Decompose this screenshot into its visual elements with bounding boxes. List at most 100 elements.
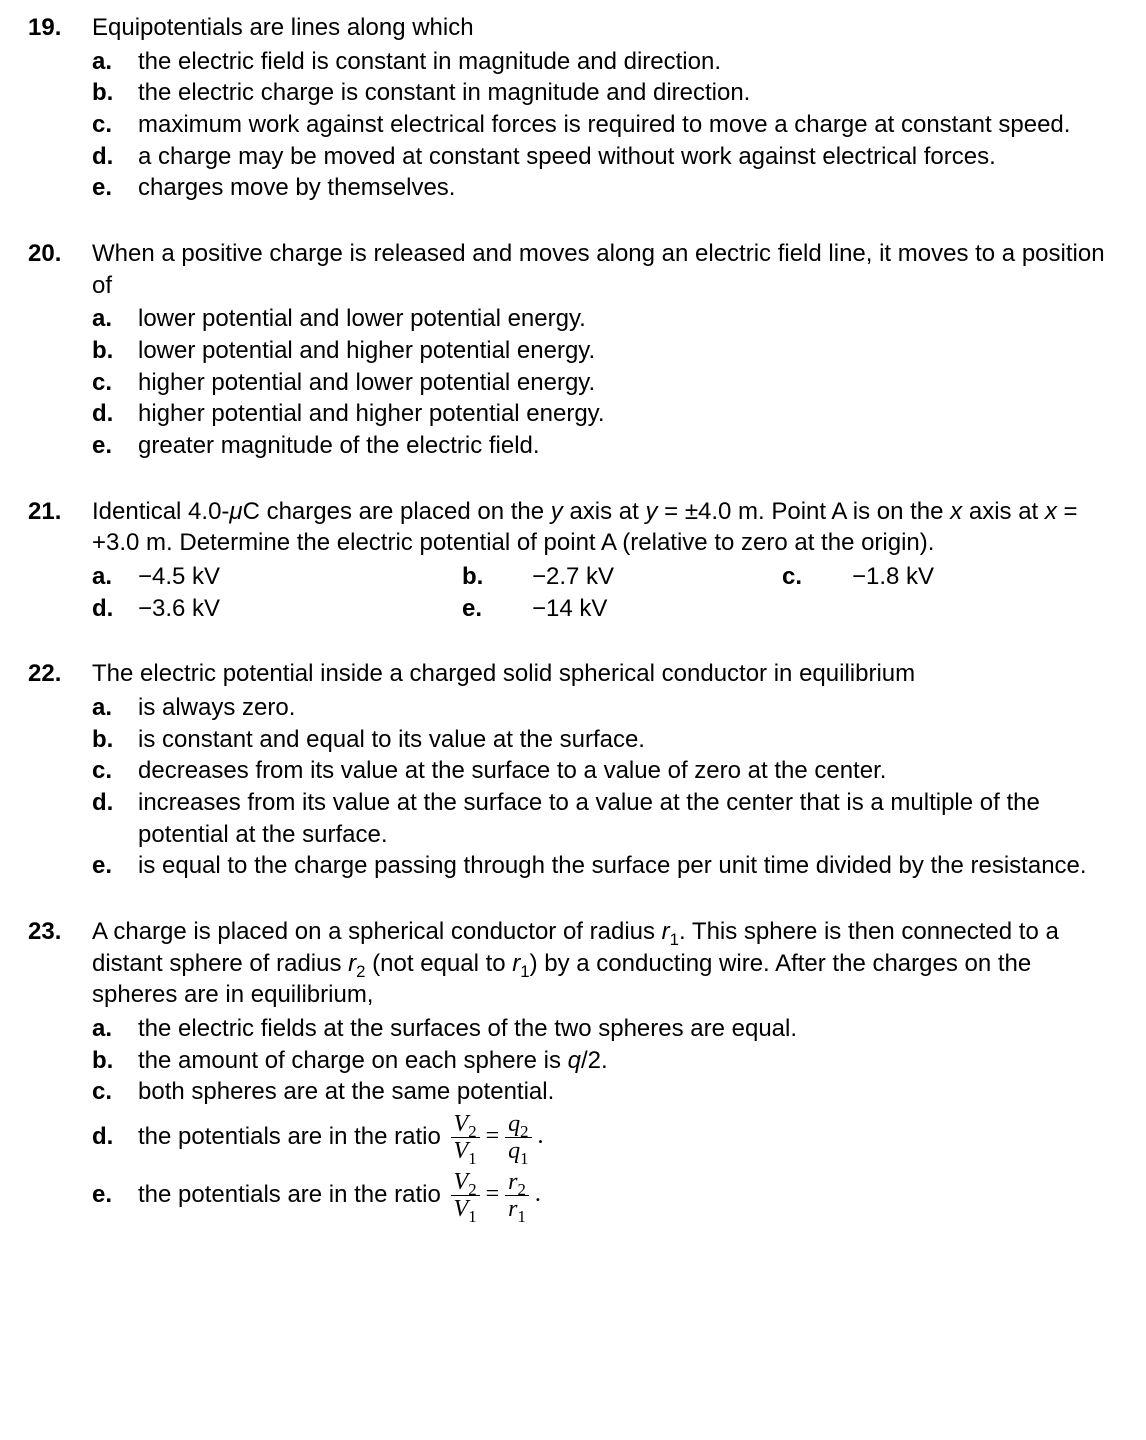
option: c.both spheres are at the same potential… bbox=[92, 1076, 1118, 1108]
option-text: increases from its value at the surface … bbox=[138, 787, 1118, 850]
option-letter: d. bbox=[92, 141, 138, 173]
option-letter: e. bbox=[92, 430, 138, 462]
option-text: lower potential and higher potential ene… bbox=[138, 335, 1118, 367]
question-number: 22. bbox=[28, 658, 92, 882]
question-stem: When a positive charge is released and m… bbox=[92, 238, 1118, 301]
question: 22.The electric potential inside a charg… bbox=[28, 658, 1118, 882]
option-letter: b. bbox=[92, 1045, 138, 1077]
option: d.−3.6 kV bbox=[92, 593, 462, 625]
option-text: the potentials are in the ratio V2V1=r2r… bbox=[138, 1170, 1118, 1221]
question-stem: Equipotentials are lines along which bbox=[92, 12, 1118, 44]
option-text: higher potential and higher potential en… bbox=[138, 398, 1118, 430]
option: a.lower potential and lower potential en… bbox=[92, 303, 1118, 335]
option-text: −1.8 kV bbox=[852, 561, 1118, 593]
option-text: the electric field is constant in magnit… bbox=[138, 46, 1118, 78]
option-letter: a. bbox=[92, 692, 138, 724]
option-text: maximum work against electrical forces i… bbox=[138, 109, 1118, 141]
option-text: is equal to the charge passing through t… bbox=[138, 850, 1118, 882]
option-text: both spheres are at the same potential. bbox=[138, 1076, 1118, 1108]
option: d.increases from its value at the surfac… bbox=[92, 787, 1118, 850]
option-text: a charge may be moved at constant speed … bbox=[138, 141, 1118, 173]
option-letter: d. bbox=[92, 787, 138, 850]
question-number: 21. bbox=[28, 496, 92, 625]
option-row: a.−4.5 kVb.−2.7 kVc.−1.8 kV bbox=[92, 561, 1118, 593]
option-letter: e. bbox=[462, 593, 532, 625]
option-text: charges move by themselves. bbox=[138, 172, 1118, 204]
option-letter: a. bbox=[92, 303, 138, 335]
option-text: greater magnitude of the electric field. bbox=[138, 430, 1118, 462]
option-text: higher potential and lower potential ene… bbox=[138, 367, 1118, 399]
option-letter: b. bbox=[92, 724, 138, 756]
option-letter: e. bbox=[92, 1179, 138, 1211]
option: b.the amount of charge on each sphere is… bbox=[92, 1045, 1118, 1077]
question-body: When a positive charge is released and m… bbox=[92, 238, 1118, 462]
question-number: 19. bbox=[28, 12, 92, 204]
option-text: is constant and equal to its value at th… bbox=[138, 724, 1118, 756]
question-body: A charge is placed on a spherical conduc… bbox=[92, 916, 1118, 1224]
question: 21.Identical 4.0-μC charges are placed o… bbox=[28, 496, 1118, 625]
question-stem: A charge is placed on a spherical conduc… bbox=[92, 916, 1118, 1011]
option-text: the amount of charge on each sphere is q… bbox=[138, 1045, 1118, 1077]
option-text: −2.7 kV bbox=[532, 561, 782, 593]
option-text: −3.6 kV bbox=[138, 593, 462, 625]
option: a.−4.5 kV bbox=[92, 561, 462, 593]
option: e.charges move by themselves. bbox=[92, 172, 1118, 204]
option-text: is always zero. bbox=[138, 692, 1118, 724]
question-options: a.the electric field is constant in magn… bbox=[92, 46, 1118, 204]
option: d.the potentials are in the ratio V2V1=q… bbox=[92, 1108, 1118, 1166]
option-letter: e. bbox=[92, 172, 138, 204]
option-letter: d. bbox=[92, 398, 138, 430]
page: 19.Equipotentials are lines along whicha… bbox=[0, 0, 1146, 1298]
option-text: the electric fields at the surfaces of t… bbox=[138, 1013, 1118, 1045]
option-letter: c. bbox=[92, 367, 138, 399]
question-body: Equipotentials are lines along whicha.th… bbox=[92, 12, 1118, 204]
option-letter: c. bbox=[92, 109, 138, 141]
option: e.greater magnitude of the electric fiel… bbox=[92, 430, 1118, 462]
option-letter: a. bbox=[92, 1013, 138, 1045]
question-options: a.the electric fields at the surfaces of… bbox=[92, 1013, 1118, 1224]
question: 19.Equipotentials are lines along whicha… bbox=[28, 12, 1118, 204]
question-number: 20. bbox=[28, 238, 92, 462]
question-body: Identical 4.0-μC charges are placed on t… bbox=[92, 496, 1118, 625]
option: b.is constant and equal to its value at … bbox=[92, 724, 1118, 756]
option: a.the electric fields at the surfaces of… bbox=[92, 1013, 1118, 1045]
option-letter: b. bbox=[92, 77, 138, 109]
question: 23.A charge is placed on a spherical con… bbox=[28, 916, 1118, 1224]
option: a.is always zero. bbox=[92, 692, 1118, 724]
option: c.higher potential and lower potential e… bbox=[92, 367, 1118, 399]
option: d.higher potential and higher potential … bbox=[92, 398, 1118, 430]
option: b.the electric charge is constant in mag… bbox=[92, 77, 1118, 109]
option-letter: a. bbox=[92, 561, 138, 593]
question-body: The electric potential inside a charged … bbox=[92, 658, 1118, 882]
question-options: a.−4.5 kVb.−2.7 kVc.−1.8 kVd.−3.6 kVe.−1… bbox=[92, 561, 1118, 624]
option: d.a charge may be moved at constant spee… bbox=[92, 141, 1118, 173]
option: e.−14 kV bbox=[462, 593, 1118, 625]
option: b.−2.7 kV bbox=[462, 561, 782, 593]
question-stem: Identical 4.0-μC charges are placed on t… bbox=[92, 496, 1118, 559]
option-text: −4.5 kV bbox=[138, 561, 462, 593]
option-letter: c. bbox=[92, 1076, 138, 1108]
question-stem: The electric potential inside a charged … bbox=[92, 658, 1118, 690]
option-letter: c. bbox=[92, 755, 138, 787]
question-number: 23. bbox=[28, 916, 92, 1224]
option-text: the potentials are in the ratio V2V1=q2q… bbox=[138, 1112, 1118, 1163]
option: c.−1.8 kV bbox=[782, 561, 1118, 593]
option-letter: b. bbox=[92, 335, 138, 367]
option-letter: d. bbox=[92, 593, 138, 625]
option-text: lower potential and lower potential ener… bbox=[138, 303, 1118, 335]
option: e.is equal to the charge passing through… bbox=[92, 850, 1118, 882]
option-letter: e. bbox=[92, 850, 138, 882]
option: e.the potentials are in the ratio V2V1=r… bbox=[92, 1166, 1118, 1224]
option-text: the electric charge is constant in magni… bbox=[138, 77, 1118, 109]
option: c.maximum work against electrical forces… bbox=[92, 109, 1118, 141]
option-text: decreases from its value at the surface … bbox=[138, 755, 1118, 787]
option-letter: b. bbox=[462, 561, 532, 593]
option: b.lower potential and higher potential e… bbox=[92, 335, 1118, 367]
option-text: −14 kV bbox=[532, 593, 1118, 625]
option: c.decreases from its value at the surfac… bbox=[92, 755, 1118, 787]
option-row: d.−3.6 kVe.−14 kV bbox=[92, 593, 1118, 625]
option: a.the electric field is constant in magn… bbox=[92, 46, 1118, 78]
question-options: a.is always zero.b.is constant and equal… bbox=[92, 692, 1118, 882]
option-letter: a. bbox=[92, 46, 138, 78]
option-letter: d. bbox=[92, 1121, 138, 1153]
